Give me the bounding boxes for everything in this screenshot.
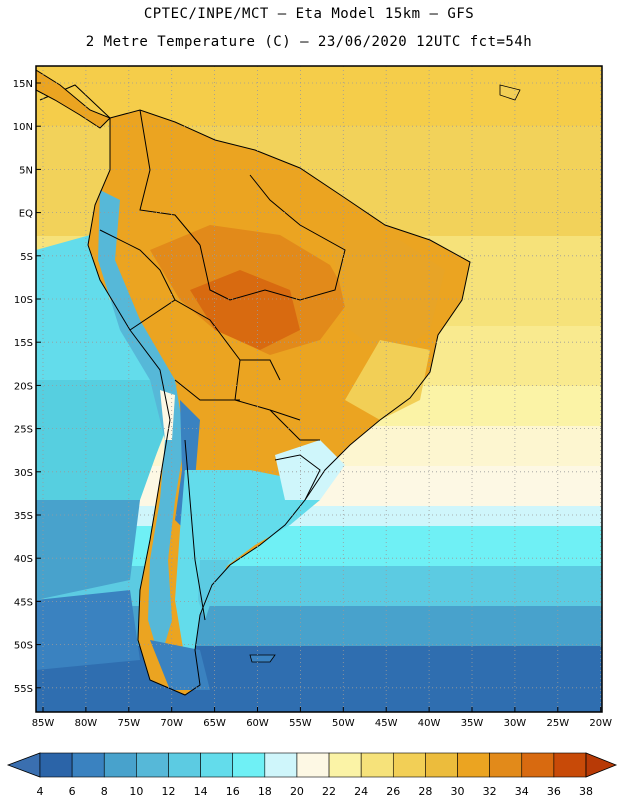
colorbar-tick-label: 22 [322,785,336,798]
lat-label: EQ [19,209,33,220]
colorbar-swatch [71,752,105,778]
colorbar-swatch [521,752,555,778]
lon-label: 55W [289,718,312,729]
lon-label: 85W [32,718,55,729]
colorbar-tick-label: 32 [483,785,497,798]
lon-label: 35W [461,718,484,729]
colorbar-swatch [392,752,426,778]
lon-label: 50W [332,718,355,729]
lon-label: 80W [75,718,98,729]
lon-label: 20W [589,718,612,729]
colorbar-tick-label: 36 [547,785,561,798]
colorbar-under-arrow [6,752,41,778]
temperature-field [36,66,602,712]
lon-label: 65W [203,718,226,729]
colorbar-tick-label: 10 [129,785,143,798]
colorbar-swatch [103,752,137,778]
lat-label: 35S [14,511,33,522]
colorbar-tick-label: 20 [290,785,304,798]
lon-axis: 85W 80W 75W 70W 65W 60W 55W 50W 45W 40W 35W 30W 25W 2… [32,718,612,729]
colorbar-over-arrow [585,752,618,778]
title-field: 2 Metre Temperature (C) – 23/06/2020 12U… [85,34,533,50]
map-frame [35,65,603,713]
colorbar-swatch [457,752,490,778]
title-model: CPTEC/INPE/MCT – Eta Model 15km – GFS [143,6,475,22]
lon-label: 75W [117,718,140,729]
colorbar-tick-label: 12 [161,785,175,798]
colorbar-swatch [328,752,362,778]
lon-label: 25W [546,718,569,729]
colorbar-tick-label: 34 [515,785,529,798]
lat-label: 15S [14,338,33,349]
lat-label: 15N [13,79,33,90]
lat-label: 10S [14,295,33,306]
colorbar-swatch [39,752,73,778]
colorbar: 4 6 8 10 12 14 16 18 20 22 24 26 28 30 32 34 36 38 [6,752,618,798]
colorbar-swatch [264,752,298,778]
lat-label: 45S [14,597,33,608]
colorbar-swatch [168,752,201,778]
lat-label: 55S [14,684,33,695]
colorbar-tick-label: 16 [226,785,240,798]
colorbar-tick-label: 8 [101,785,108,798]
lat-label: 5S [20,252,33,263]
colorbar-swatch [136,752,169,778]
lat-label: 40S [14,554,33,565]
colorbar-tick-label: 4 [37,785,44,798]
colorbar-tick-label: 30 [451,785,465,798]
lat-label: 10N [13,122,33,133]
colorbar-tick-label: 26 [386,785,400,798]
colorbar-swatch [489,752,523,778]
colorbar-tick-label: 28 [418,785,432,798]
lat-label: 5N [19,165,33,176]
lon-label: 45W [375,718,398,729]
lon-label: 70W [160,718,183,729]
colorbar-tick-label: 38 [579,785,593,798]
lat-label: 25S [14,425,33,436]
colorbar-tick-label: 18 [258,785,272,798]
colorbar-swatch [232,752,266,778]
lat-label: 30S [14,468,33,479]
lon-label: 40W [418,718,441,729]
colorbar-tick-label: 6 [69,785,76,798]
colorbar-swatch [200,752,234,778]
lat-label: 50S [14,641,33,652]
colorbar-swatch [296,752,330,778]
colorbar-swatch [553,752,587,778]
colorbar-tick-label: 14 [194,785,208,798]
colorbar-swatch [425,752,458,778]
colorbar-tick-label: 24 [354,785,368,798]
graticule [36,66,602,712]
colorbar-swatch [360,752,394,778]
lat-label: 20S [14,381,33,392]
lat-axis: 15N 10N 5N EQ 5S 10S 15S 20S 25S 30S 35S 40S 45S 50S 5… [13,79,33,695]
lon-label: 30W [504,718,527,729]
lon-label: 60W [246,718,269,729]
